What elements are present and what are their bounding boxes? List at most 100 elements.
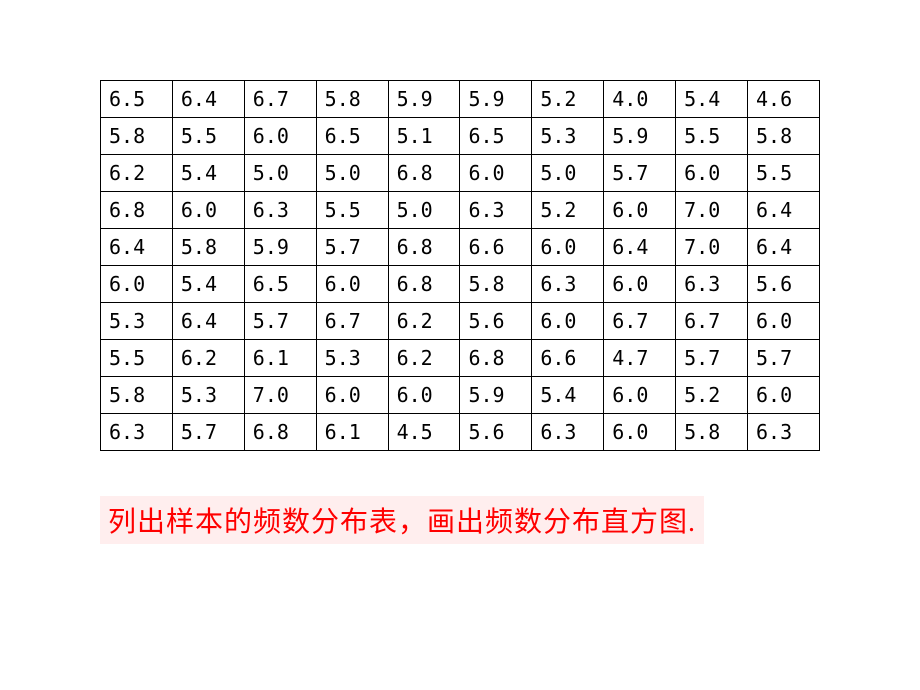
table-cell: 6.3 (532, 266, 604, 303)
table-cell: 5.8 (676, 414, 748, 451)
table-cell: 5.8 (748, 118, 820, 155)
table-cell: 6.0 (316, 377, 388, 414)
table-cell: 6.8 (460, 340, 532, 377)
table-cell: 5.3 (172, 377, 244, 414)
table-cell: 6.7 (244, 81, 316, 118)
table-row: 6.35.76.86.14.55.66.36.05.86.3 (101, 414, 820, 451)
table-cell: 6.7 (316, 303, 388, 340)
table-cell: 6.4 (172, 303, 244, 340)
table-cell: 6.1 (244, 340, 316, 377)
table-cell: 5.9 (388, 81, 460, 118)
table-row: 5.85.56.06.55.16.55.35.95.55.8 (101, 118, 820, 155)
table-cell: 5.2 (532, 81, 604, 118)
table-cell: 5.5 (676, 118, 748, 155)
table-cell: 6.8 (388, 266, 460, 303)
table-row: 5.56.26.15.36.26.86.64.75.75.7 (101, 340, 820, 377)
table-cell: 5.9 (604, 118, 676, 155)
table-cell: 6.0 (316, 266, 388, 303)
table-cell: 6.2 (388, 303, 460, 340)
table-row: 6.45.85.95.76.86.66.06.47.06.4 (101, 229, 820, 266)
table-cell: 5.5 (101, 340, 173, 377)
table-cell: 5.3 (316, 340, 388, 377)
table-cell: 5.0 (532, 155, 604, 192)
table-cell: 6.2 (388, 340, 460, 377)
table-cell: 6.0 (101, 266, 173, 303)
table-cell: 7.0 (244, 377, 316, 414)
table-cell: 4.5 (388, 414, 460, 451)
table-cell: 6.5 (316, 118, 388, 155)
table-cell: 6.3 (532, 414, 604, 451)
table-cell: 5.7 (748, 340, 820, 377)
table-cell: 5.3 (532, 118, 604, 155)
table-cell: 5.6 (460, 303, 532, 340)
table-cell: 6.0 (676, 155, 748, 192)
table-cell: 6.2 (172, 340, 244, 377)
table-cell: 6.8 (388, 229, 460, 266)
table-cell: 6.0 (460, 155, 532, 192)
table-cell: 6.0 (604, 192, 676, 229)
table-cell: 6.6 (532, 340, 604, 377)
table-cell: 6.0 (604, 414, 676, 451)
table-cell: 6.4 (748, 229, 820, 266)
table-cell: 6.0 (604, 377, 676, 414)
table-cell: 5.3 (101, 303, 173, 340)
table-cell: 5.9 (460, 377, 532, 414)
table-row: 6.25.45.05.06.86.05.05.76.05.5 (101, 155, 820, 192)
table-cell: 5.5 (316, 192, 388, 229)
table-cell: 5.8 (172, 229, 244, 266)
table-cell: 4.0 (604, 81, 676, 118)
table-cell: 6.0 (748, 303, 820, 340)
table-cell: 6.8 (101, 192, 173, 229)
table-cell: 6.4 (172, 81, 244, 118)
table-cell: 5.5 (172, 118, 244, 155)
table-cell: 5.4 (676, 81, 748, 118)
table-cell: 5.9 (244, 229, 316, 266)
table-cell: 5.4 (532, 377, 604, 414)
table-cell: 5.8 (101, 118, 173, 155)
table-cell: 7.0 (676, 229, 748, 266)
table-cell: 4.6 (748, 81, 820, 118)
table-row: 5.85.37.06.06.05.95.46.05.26.0 (101, 377, 820, 414)
table-cell: 5.6 (460, 414, 532, 451)
table-cell: 6.5 (101, 81, 173, 118)
table-cell: 5.7 (604, 155, 676, 192)
table-cell: 5.7 (676, 340, 748, 377)
table-cell: 5.8 (460, 266, 532, 303)
slide-content: 6.56.46.75.85.95.95.24.05.44.65.85.56.06… (0, 0, 920, 544)
table-cell: 6.3 (244, 192, 316, 229)
table-cell: 5.8 (316, 81, 388, 118)
table-cell: 6.0 (604, 266, 676, 303)
table-cell: 5.0 (244, 155, 316, 192)
table-cell: 6.4 (604, 229, 676, 266)
table-cell: 5.7 (172, 414, 244, 451)
table-cell: 6.5 (244, 266, 316, 303)
table-cell: 5.5 (748, 155, 820, 192)
table-row: 6.05.46.56.06.85.86.36.06.35.6 (101, 266, 820, 303)
table-cell: 5.0 (388, 192, 460, 229)
instruction-caption: 列出样本的频数分布表，画出频数分布直方图. (100, 496, 704, 544)
table-cell: 6.0 (172, 192, 244, 229)
data-table: 6.56.46.75.85.95.95.24.05.44.65.85.56.06… (100, 80, 820, 451)
table-cell: 5.1 (388, 118, 460, 155)
table-cell: 6.8 (244, 414, 316, 451)
table-cell: 6.0 (748, 377, 820, 414)
table-cell: 6.3 (748, 414, 820, 451)
table-cell: 6.7 (604, 303, 676, 340)
table-cell: 5.6 (748, 266, 820, 303)
table-cell: 5.4 (172, 266, 244, 303)
table-cell: 7.0 (676, 192, 748, 229)
table-cell: 5.4 (172, 155, 244, 192)
table-cell: 5.9 (460, 81, 532, 118)
table-cell: 6.5 (460, 118, 532, 155)
table-cell: 5.7 (316, 229, 388, 266)
table-cell: 6.3 (676, 266, 748, 303)
table-cell: 6.0 (388, 377, 460, 414)
table-cell: 6.8 (388, 155, 460, 192)
table-cell: 6.3 (101, 414, 173, 451)
table-body: 6.56.46.75.85.95.95.24.05.44.65.85.56.06… (101, 81, 820, 451)
table-row: 5.36.45.76.76.25.66.06.76.76.0 (101, 303, 820, 340)
table-cell: 6.0 (244, 118, 316, 155)
table-cell: 5.8 (101, 377, 173, 414)
table-cell: 5.0 (316, 155, 388, 192)
table-cell: 4.7 (604, 340, 676, 377)
